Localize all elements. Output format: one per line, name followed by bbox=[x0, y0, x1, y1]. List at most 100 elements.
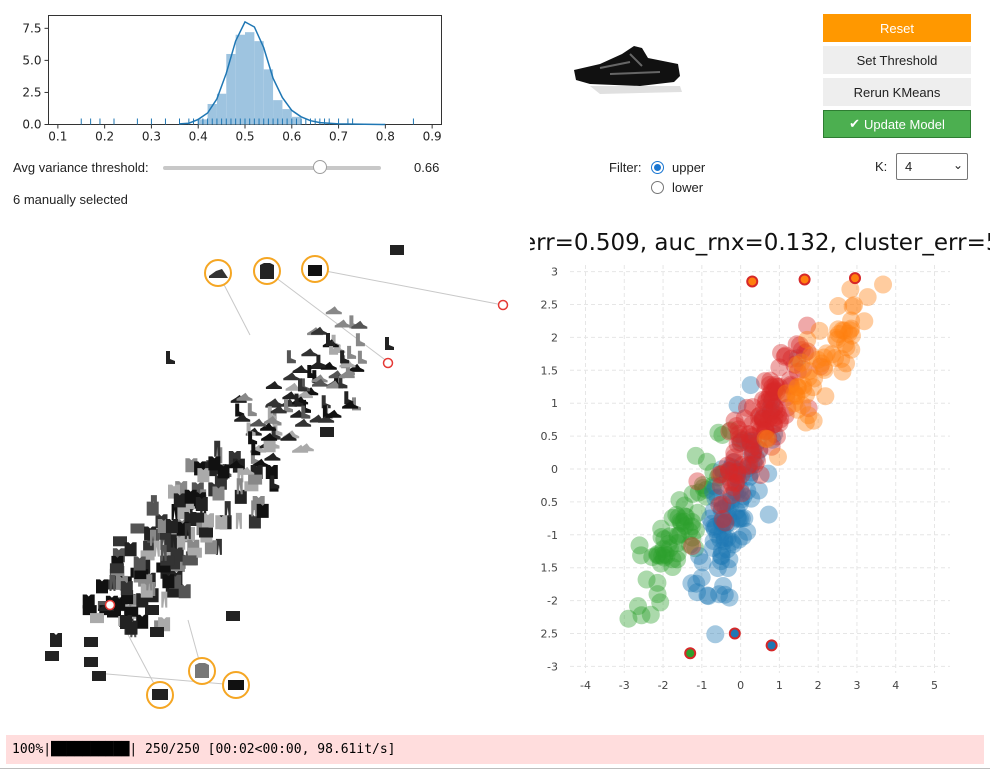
filter-upper-radio[interactable] bbox=[651, 161, 664, 174]
circled-item-pullover[interactable] bbox=[188, 657, 216, 685]
circled-item-bag[interactable] bbox=[301, 255, 329, 283]
thumbnail-icon bbox=[283, 372, 300, 381]
threshold-slider-handle[interactable] bbox=[312, 160, 327, 174]
scatter-y-tick-label: 0.5 bbox=[541, 430, 559, 443]
scatter-point-cluster-2 bbox=[725, 464, 744, 483]
scatter-point-cluster-3 bbox=[808, 350, 827, 369]
scatter-point-cluster-1 bbox=[741, 376, 760, 395]
scatter-point-cluster-2 bbox=[743, 415, 762, 434]
scatter-point-cluster-0 bbox=[648, 544, 667, 563]
thumbnail-icon bbox=[325, 409, 342, 418]
scatter-point-cluster-3 bbox=[804, 378, 823, 397]
scatter-point-cluster-1 bbox=[727, 464, 746, 483]
thumbnail-icon bbox=[215, 538, 222, 555]
threshold-value: 0.66 bbox=[414, 160, 440, 175]
scatter-point-cluster-1 bbox=[749, 481, 768, 500]
scatter-point-cluster-3 bbox=[815, 360, 834, 379]
scatter-point-cluster-2 bbox=[726, 474, 745, 493]
scatter-point-cluster-1 bbox=[722, 512, 741, 531]
scatter-point-cluster-3 bbox=[826, 328, 845, 347]
filter-lower-radio[interactable] bbox=[651, 181, 664, 194]
circled-item-shirt[interactable] bbox=[253, 257, 281, 285]
thumbnail-icon bbox=[165, 587, 180, 598]
scatter-point-cluster-1 bbox=[733, 527, 752, 546]
thumbnail-icon bbox=[294, 393, 304, 407]
thumbnail-icon bbox=[251, 442, 261, 456]
scatter-point-cluster-0 bbox=[641, 605, 660, 624]
embedding-plot[interactable] bbox=[0, 225, 530, 725]
outlier-marker[interactable] bbox=[104, 599, 116, 611]
scatter-point-cluster-1 bbox=[759, 505, 778, 524]
highlighted-point[interactable] bbox=[798, 273, 811, 286]
scatter-point-cluster-3 bbox=[798, 330, 817, 349]
threshold-slider-track[interactable] bbox=[163, 166, 381, 170]
thumbnail-icon bbox=[280, 432, 297, 441]
scatter-point-cluster-2 bbox=[741, 440, 760, 459]
highlighted-point[interactable] bbox=[728, 627, 741, 640]
scatter-point-cluster-1 bbox=[740, 467, 759, 486]
circled-item-sneaker[interactable] bbox=[204, 259, 232, 287]
outlier-marker[interactable] bbox=[497, 299, 509, 311]
scatter-point-cluster-0 bbox=[689, 483, 708, 502]
thumbnail-icon bbox=[295, 418, 312, 427]
scatter-point-cluster-2 bbox=[759, 428, 778, 447]
histogram-bar bbox=[254, 41, 264, 125]
scatter-point-cluster-0 bbox=[632, 606, 651, 625]
update-model-button[interactable]: ✔ Update Model bbox=[823, 110, 971, 138]
scatter-point-cluster-1 bbox=[742, 489, 761, 508]
scatter-point-cluster-2 bbox=[766, 375, 785, 394]
highlighted-point[interactable] bbox=[849, 272, 861, 285]
scatter-point-cluster-1 bbox=[729, 460, 748, 479]
scatter-point-cluster-1 bbox=[738, 522, 757, 541]
bag-icon bbox=[152, 689, 168, 700]
scatter-point-cluster-0 bbox=[652, 519, 671, 538]
set-threshold-button[interactable]: Set Threshold bbox=[823, 46, 971, 74]
thumbnail-icon bbox=[120, 581, 133, 596]
highlighted-point[interactable] bbox=[746, 275, 759, 288]
k-select[interactable]: 4 ⌄ bbox=[896, 153, 968, 180]
scatter-chart[interactable]: -4 -3 -2 -1 0 1 2 3 4 5 3 2.5 2 1.5 1 0.5 0 0.5 -1 1.5 -2 2.… bbox=[530, 255, 990, 695]
scatter-point-cluster-1 bbox=[735, 509, 754, 528]
thumbnail-icon bbox=[301, 348, 318, 357]
scatter-point-cluster-0 bbox=[677, 507, 696, 526]
highlighted-point[interactable] bbox=[684, 647, 697, 660]
thumbnail-icon bbox=[202, 513, 214, 528]
thumbnail-icon bbox=[50, 633, 62, 647]
scatter-point-cluster-2 bbox=[750, 414, 769, 433]
circled-item-bag-3[interactable] bbox=[146, 681, 174, 709]
scatter-point-cluster-1 bbox=[731, 494, 750, 513]
thumbnail-icon bbox=[197, 468, 210, 483]
thumbnail-icon bbox=[236, 392, 253, 401]
scatter-point-cluster-3 bbox=[842, 326, 861, 345]
scatter-point-cluster-1 bbox=[720, 588, 739, 607]
thumbnail-icon bbox=[173, 493, 186, 508]
shirt-icon bbox=[260, 263, 274, 279]
scatter-y-tick-label: 2.5 bbox=[541, 298, 559, 311]
scatter-point-cluster-3 bbox=[785, 384, 804, 403]
scatter-point-cluster-1 bbox=[705, 520, 724, 539]
scatter-point-cluster-1 bbox=[742, 445, 761, 464]
scatter-point-cluster-3 bbox=[793, 396, 812, 415]
histogram-y-tick-label: 5.0 bbox=[22, 53, 41, 67]
scatter-point-cluster-2 bbox=[760, 386, 779, 405]
filter-lower-label[interactable]: lower bbox=[672, 180, 704, 195]
thumbnail-icon bbox=[160, 555, 175, 566]
scatter-point-cluster-1 bbox=[748, 432, 767, 451]
scatter-point-cluster-2 bbox=[725, 443, 744, 462]
circled-item-bag-2[interactable] bbox=[222, 671, 250, 699]
thumbnail-icon bbox=[146, 501, 159, 516]
scatter-point-cluster-2 bbox=[728, 462, 747, 481]
scatter-point-cluster-2 bbox=[740, 455, 759, 474]
outlier-marker[interactable] bbox=[382, 357, 394, 369]
scatter-point-cluster-0 bbox=[683, 528, 702, 547]
scatter-point-cluster-1 bbox=[699, 587, 718, 606]
scatter-point-cluster-2 bbox=[724, 478, 743, 497]
scatter-point-cluster-1 bbox=[703, 538, 722, 557]
reset-button[interactable]: Reset bbox=[823, 14, 971, 42]
highlighted-point[interactable] bbox=[765, 639, 778, 652]
scatter-point-cluster-2 bbox=[751, 406, 770, 425]
scatter-point-cluster-2 bbox=[759, 409, 778, 428]
rerun-kmeans-button[interactable]: Rerun KMeans bbox=[823, 78, 971, 106]
scatter-point-cluster-2 bbox=[762, 383, 781, 402]
filter-upper-label[interactable]: upper bbox=[672, 160, 706, 175]
